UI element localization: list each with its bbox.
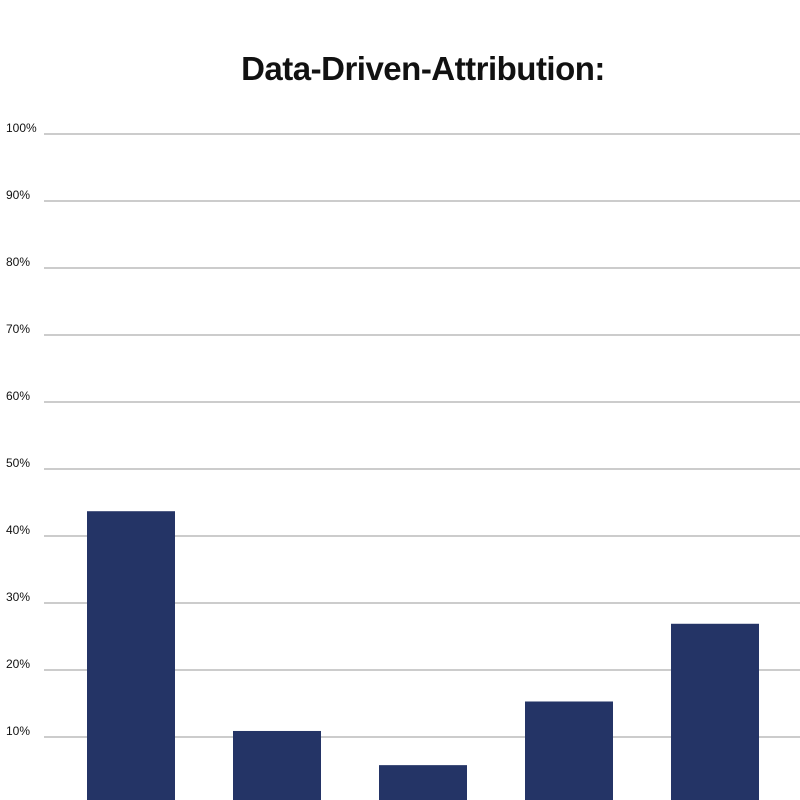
y-tick-label: 80% [6, 255, 30, 269]
bar [87, 511, 175, 800]
y-tick-label: 70% [6, 322, 30, 336]
chart-title: Data-Driven-Attribution: [241, 50, 605, 87]
y-tick-label: 10% [6, 724, 30, 738]
y-tick-label: 20% [6, 657, 30, 671]
y-tick-label: 50% [6, 456, 30, 470]
y-tick-label: 30% [6, 590, 30, 604]
bar [233, 730, 321, 800]
y-tick-label: 60% [6, 389, 30, 403]
y-tick-label: 90% [6, 188, 30, 202]
bar [525, 701, 613, 800]
y-tick-label: 100% [6, 121, 37, 135]
bar [671, 623, 759, 800]
bars [87, 511, 759, 800]
y-tick-label: 40% [6, 523, 30, 537]
y-axis-tick-labels: 10% 20% 30% 40% 50% 60% 70% 80% 90% 100% [6, 121, 37, 738]
bar [379, 765, 467, 800]
